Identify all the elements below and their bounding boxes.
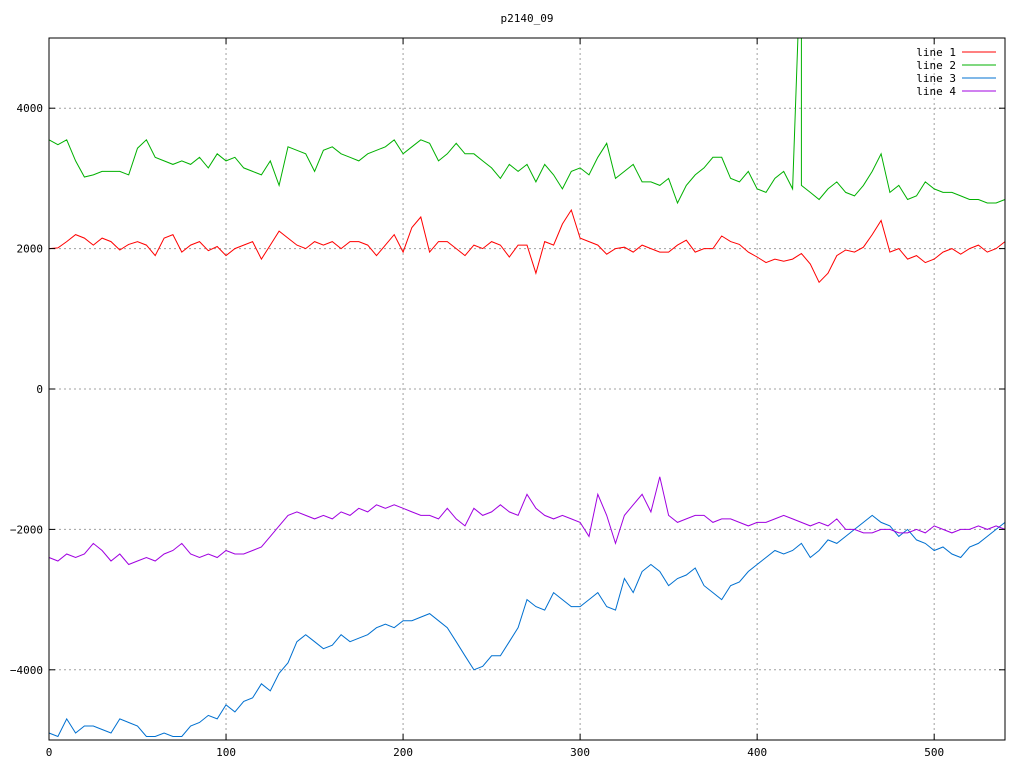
plot-frame: [48, 37, 1006, 741]
x-tick-label: 200: [393, 746, 413, 759]
legend-label-4: line 4: [916, 85, 956, 98]
legend-label-3: line 3: [916, 72, 956, 85]
series-group: [48, 37, 1006, 738]
x-tick-label: 0: [46, 746, 53, 759]
x-tick-label: 400: [747, 746, 767, 759]
y-tick-label: −4000: [10, 664, 43, 677]
x-tick-label: 300: [570, 746, 590, 759]
y-tick-label: 0: [36, 383, 43, 396]
x-tick-label: 100: [216, 746, 236, 759]
series-line-4: [48, 476, 1006, 566]
y-tick-label: 2000: [17, 243, 44, 256]
series-line-1: [48, 208, 1006, 284]
y-tick-label: −2000: [10, 523, 43, 536]
y-tick-label: 4000: [17, 102, 44, 115]
chart-title: p2140_09: [501, 12, 554, 25]
legend-label-1: line 1: [916, 46, 956, 59]
series-line-2: [48, 37, 1006, 205]
grid: [49, 38, 1005, 740]
legend-label-2: line 2: [916, 59, 956, 72]
x-tick-label: 500: [924, 746, 944, 759]
axis-ticks: 0 100 200 300 400 500 −4000 −2000 0 2000 4000: [10, 38, 1005, 759]
series-line-3: [48, 514, 1006, 738]
